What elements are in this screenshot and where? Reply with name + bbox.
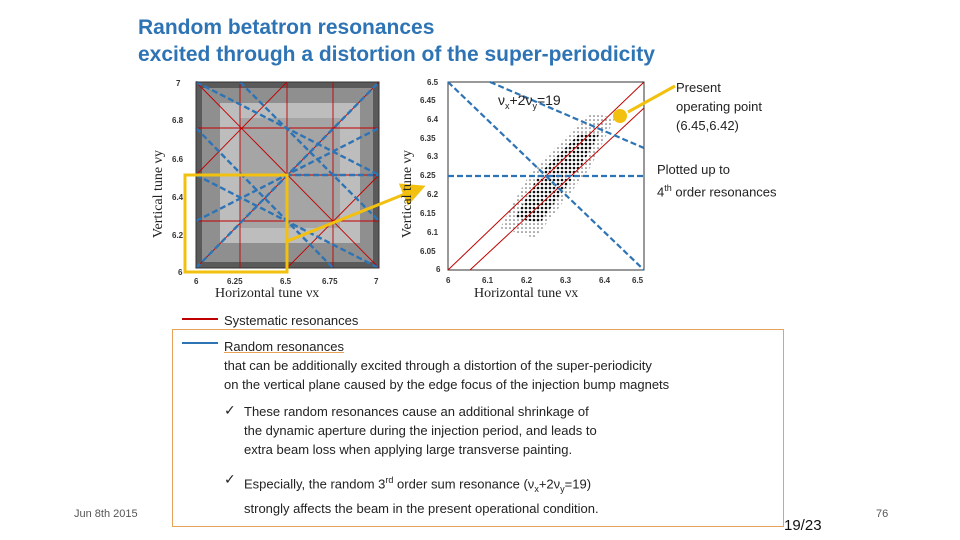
slide-title: Random betatron resonances excited throu…	[138, 14, 655, 68]
left-plot-y-axis-label: Vertical tune νy	[151, 150, 166, 238]
random-legend-text: Random resonances that can be additional…	[224, 337, 669, 394]
right-y-tick: 6.4	[427, 115, 439, 124]
bullet-part: Especially, the random 3	[244, 476, 386, 492]
note-line: Present	[676, 80, 721, 95]
resonance-label-part: =19	[536, 92, 561, 108]
bullet-sub: y	[560, 483, 565, 494]
bullet-1: These random resonances cause an additio…	[244, 402, 597, 459]
right-x-tick: 6	[446, 276, 451, 285]
left-zoom-region	[183, 173, 289, 274]
resonance-label-sub: y	[532, 100, 537, 111]
right-plot-y-axis-label: Vertical tune νy	[400, 150, 415, 238]
footer-date: Jun 8th 2015	[74, 508, 138, 520]
left-y-tick: 7	[176, 79, 181, 88]
right-x-tick: 6.5	[632, 276, 644, 285]
bullet-sup: rd	[385, 475, 394, 485]
right-x-tick: 6.2	[521, 276, 533, 285]
right-y-tick: 6.15	[420, 209, 436, 218]
note-line: operating point	[676, 99, 763, 114]
bullet-part: +2ν	[538, 476, 561, 492]
left-x-tick: 6	[194, 277, 199, 286]
left-x-tick: 7	[374, 277, 379, 286]
random-legend-line	[182, 342, 218, 344]
note-part: order resonances	[671, 184, 777, 200]
bullet-line: the dynamic aperture during the injectio…	[244, 423, 597, 438]
systematic-legend-label: Systematic resonances	[224, 313, 359, 328]
right-x-tick: 6.1	[482, 276, 494, 285]
right-y-tick: 6.25	[420, 171, 436, 180]
zoom-connector-arrow	[284, 183, 426, 244]
systematic-legend-line	[182, 318, 218, 320]
bullet-sub: x	[534, 483, 539, 494]
left-tune-diagram	[180, 78, 385, 274]
resonance-label: νx+2νy=19	[498, 92, 561, 111]
slide-number: 76	[876, 508, 889, 520]
left-x-tick: 6.75	[322, 277, 338, 286]
right-x-tick: 6.3	[560, 276, 572, 285]
note-line: (6.45,6.42)	[676, 118, 739, 133]
resonance-label-part: ν	[498, 92, 505, 108]
check-icon: ✓	[224, 471, 236, 487]
bullet-line: extra beam loss when applying large tran…	[244, 442, 573, 457]
note-line: Plotted up to	[657, 162, 730, 177]
plotted-order-note: Plotted up to 4th order resonances	[657, 160, 777, 201]
left-y-tick: 6.6	[172, 155, 184, 164]
note-line: 4th order resonances	[657, 179, 777, 201]
bullet-line: strongly affects the beam in the present…	[244, 500, 599, 516]
left-y-tick: 6.4	[172, 193, 184, 202]
left-y-tick: 6	[178, 268, 183, 277]
right-y-tick: 6.5	[427, 78, 439, 87]
random-resonance-box	[172, 329, 784, 527]
right-y-tick: 6	[436, 265, 441, 274]
note-part: 4	[657, 184, 665, 200]
right-y-tick: 6.05	[420, 247, 436, 256]
resonance-label-part: +2ν	[509, 92, 533, 108]
left-y-tick: 6.8	[172, 116, 184, 125]
left-plot-x-axis-label: Horizontal tune νx	[215, 286, 320, 301]
right-x-tick: 6.4	[599, 276, 611, 285]
operating-point-marker	[613, 109, 627, 123]
right-y-tick: 6.2	[427, 190, 439, 199]
right-y-tick: 6.35	[420, 134, 436, 143]
page-counter: 19/23	[784, 517, 822, 534]
right-y-tick: 6.45	[420, 96, 436, 105]
random-legend-line-2: that can be additionally excited through…	[224, 358, 652, 373]
right-tune-diagram	[447, 80, 645, 271]
resonance-label-sub: x	[505, 100, 510, 111]
left-y-tick: 6.2	[172, 231, 184, 240]
bullet-2: Especially, the random 3rd order sum res…	[244, 471, 599, 518]
left-x-tick: 6.5	[280, 277, 292, 286]
operating-point-note: Present operating point (6.45,6.42)	[676, 78, 762, 135]
right-y-tick: 6.1	[427, 228, 439, 237]
right-y-tick: 6.3	[427, 152, 439, 161]
bullet-line: Especially, the random 3rd order sum res…	[244, 471, 599, 499]
bullet-part: =19)	[564, 476, 592, 492]
title-line-1: Random betatron resonances	[138, 16, 435, 39]
left-x-tick: 6.25	[227, 277, 243, 286]
title-line-2: excited through a distortion of the supe…	[138, 43, 655, 66]
bullet-line: These random resonances cause an additio…	[244, 404, 589, 419]
random-legend-title: Random resonances	[224, 339, 344, 354]
check-icon: ✓	[224, 402, 236, 418]
note-sup: th	[664, 183, 672, 193]
random-legend-line-3: on the vertical plane caused by the edge…	[224, 377, 670, 392]
bullet-part: order sum resonance (ν	[393, 476, 535, 492]
right-plot-x-axis-label: Horizontal tune νx	[474, 286, 579, 301]
operating-point-arrow	[627, 84, 676, 114]
